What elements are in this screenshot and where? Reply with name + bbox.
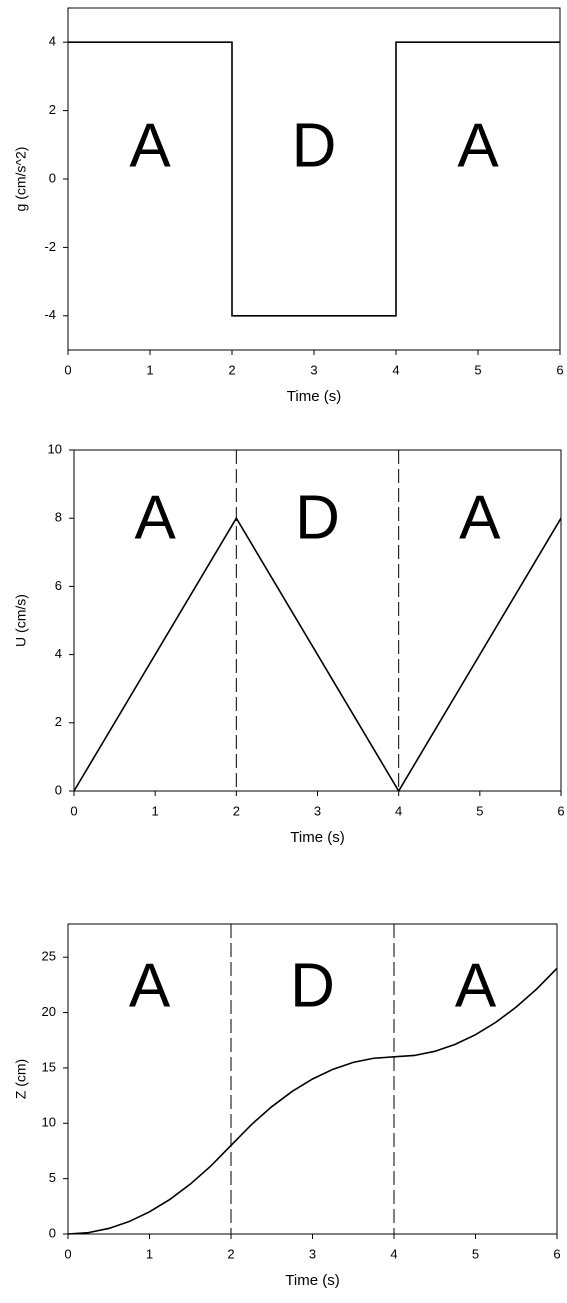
y-tick-label: -4 xyxy=(44,307,56,322)
x-tick-label: 4 xyxy=(390,1246,397,1261)
x-tick-label: 5 xyxy=(476,803,483,818)
x-tick-label: 6 xyxy=(556,362,563,377)
y-tick-label: 4 xyxy=(55,646,62,661)
phase-label: A xyxy=(129,951,171,1020)
x-tick-label: 1 xyxy=(146,362,153,377)
y-tick-label: 0 xyxy=(49,170,56,185)
phase-label: D xyxy=(292,111,337,180)
y-tick-label: 0 xyxy=(49,1225,56,1240)
y-axis-label: U (cm/s) xyxy=(13,594,29,647)
y-tick-label: 25 xyxy=(42,949,56,964)
x-tick-label: 4 xyxy=(395,803,402,818)
x-axis-label: Time (s) xyxy=(285,1272,339,1289)
x-tick-label: 3 xyxy=(310,362,317,377)
x-tick-label: 3 xyxy=(309,1246,316,1261)
phase-label: D xyxy=(290,951,335,1020)
phase-label: D xyxy=(295,483,340,552)
x-tick-label: 2 xyxy=(233,803,240,818)
y-tick-label: 5 xyxy=(49,1170,56,1185)
y-tick-label: 0 xyxy=(55,782,62,797)
y-tick-label: 8 xyxy=(55,510,62,525)
phase-label: A xyxy=(134,483,176,552)
x-tick-label: 4 xyxy=(392,362,399,377)
x-tick-label: 0 xyxy=(70,803,77,818)
x-tick-label: 1 xyxy=(152,803,159,818)
x-axis-label: Time (s) xyxy=(290,829,344,846)
y-tick-label: 20 xyxy=(42,1004,56,1019)
x-tick-label: 5 xyxy=(472,1246,479,1261)
y-tick-label: 4 xyxy=(49,34,56,49)
y-tick-label: 10 xyxy=(42,1115,56,1130)
data-line xyxy=(67,967,558,1235)
y-tick-label: 15 xyxy=(42,1059,56,1074)
x-tick-label: 6 xyxy=(553,1246,560,1261)
x-tick-label: 2 xyxy=(227,1246,234,1261)
y-tick-label: 10 xyxy=(48,441,62,456)
phase-label: A xyxy=(129,111,171,180)
data-line xyxy=(68,41,560,317)
x-tick-label: 2 xyxy=(228,362,235,377)
data-line xyxy=(73,516,562,793)
y-axis-label: g (cm/s^2) xyxy=(13,147,29,212)
x-tick-label: 0 xyxy=(64,362,71,377)
y-axis-label: Z (cm) xyxy=(13,1059,29,1099)
y-tick-label: 2 xyxy=(49,102,56,117)
y-tick-label: 2 xyxy=(55,714,62,729)
phase-label: A xyxy=(457,111,499,180)
x-tick-label: 3 xyxy=(314,803,321,818)
x-tick-label: 6 xyxy=(557,803,564,818)
y-tick-label: 6 xyxy=(55,578,62,593)
x-axis-label: Time (s) xyxy=(287,388,341,405)
x-tick-label: 0 xyxy=(64,1246,71,1261)
x-tick-label: 5 xyxy=(474,362,481,377)
y-tick-label: -2 xyxy=(44,239,56,254)
phase-label: A xyxy=(455,951,497,1020)
phase-label: A xyxy=(459,483,501,552)
x-tick-label: 1 xyxy=(146,1246,153,1261)
